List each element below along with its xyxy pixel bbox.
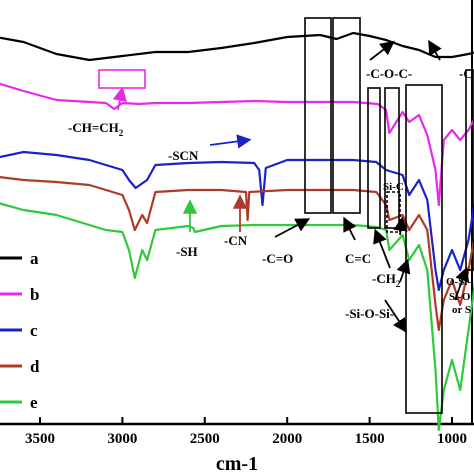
highlight-box <box>367 87 381 229</box>
x-ticks: 3500 3000 2500 2000 1500 1000 <box>25 417 467 447</box>
annotation-arrows <box>112 39 470 333</box>
annotation-label: O-Si- <box>446 276 471 288</box>
highlight-box <box>384 87 400 229</box>
x-tick-label: 1000 <box>437 431 467 447</box>
annotation-arrow <box>393 216 408 236</box>
annotation-label: -C <box>459 66 473 81</box>
legend-label-c: c <box>30 321 38 340</box>
series-line-b <box>0 82 474 207</box>
annotation-label: -SH <box>176 244 198 259</box>
annotation-arrow <box>274 218 311 238</box>
highlight-box <box>304 17 332 214</box>
x-tick-label: 3500 <box>25 431 55 447</box>
x-tick-label: 1500 <box>355 431 385 447</box>
x-tick-label: 2000 <box>272 431 302 447</box>
highlight-box <box>332 17 361 214</box>
highlight-box <box>405 84 443 414</box>
highlight-box <box>465 69 474 271</box>
annotation-label: or S <box>452 304 471 316</box>
highlight-box <box>386 191 401 233</box>
series-line-a <box>0 31 474 62</box>
annotation-label: -C=O <box>262 251 293 266</box>
legend-label-e: e <box>30 393 38 412</box>
x-tick-label: 2500 <box>190 431 220 447</box>
annotation-arrow <box>209 134 252 149</box>
annotations: -CH=CH2 -SCN -SH -CN -C=O C=C -C-O-C- Si-C -CH2 -… <box>68 66 473 321</box>
annotation-label: -CN <box>224 233 248 248</box>
x-axis-label: cm-1 <box>216 453 258 474</box>
annotation-label: C=C <box>345 251 371 266</box>
annotation-arrow <box>396 258 411 283</box>
annotation-arrow <box>373 228 391 269</box>
spectra <box>0 31 474 432</box>
series-line-d <box>0 176 474 332</box>
series-line-c <box>0 150 474 292</box>
annotation-label: -SCN <box>168 148 199 163</box>
annotation-label: -Si-O-Si- <box>345 306 394 321</box>
annotation-label: -C-O-C- <box>366 66 412 81</box>
annotation-arrow <box>454 266 470 301</box>
annotation-label: Si-O <box>449 291 471 303</box>
annotation-label: -CH2 <box>372 271 401 289</box>
legend-label-b: b <box>30 285 39 304</box>
annotation-arrow <box>428 39 442 61</box>
annotation-label: -CH=CH2 <box>68 120 124 138</box>
x-tick-label: 3000 <box>107 431 137 447</box>
legend-label-a: a <box>30 249 39 268</box>
legend-label-d: d <box>30 357 40 376</box>
highlight-boxes <box>98 17 474 414</box>
annotation-arrow <box>369 40 395 61</box>
annotation-arrow <box>384 299 407 333</box>
annotation-arrow <box>343 216 357 241</box>
highlight-box <box>98 69 146 89</box>
annotation-label: Si-C <box>383 181 404 193</box>
annotation-arrow <box>112 86 127 111</box>
